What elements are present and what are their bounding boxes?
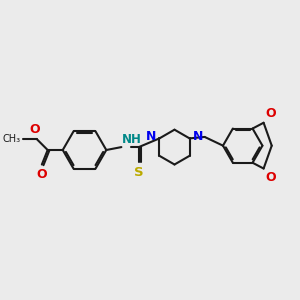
Text: NH: NH: [122, 133, 142, 146]
Text: O: O: [265, 107, 276, 120]
Text: N: N: [146, 130, 156, 143]
Text: CH₃: CH₃: [2, 134, 20, 144]
Text: N: N: [193, 130, 203, 143]
Text: S: S: [134, 166, 144, 179]
Text: O: O: [29, 123, 40, 136]
Text: O: O: [36, 168, 46, 181]
Text: O: O: [265, 171, 276, 184]
